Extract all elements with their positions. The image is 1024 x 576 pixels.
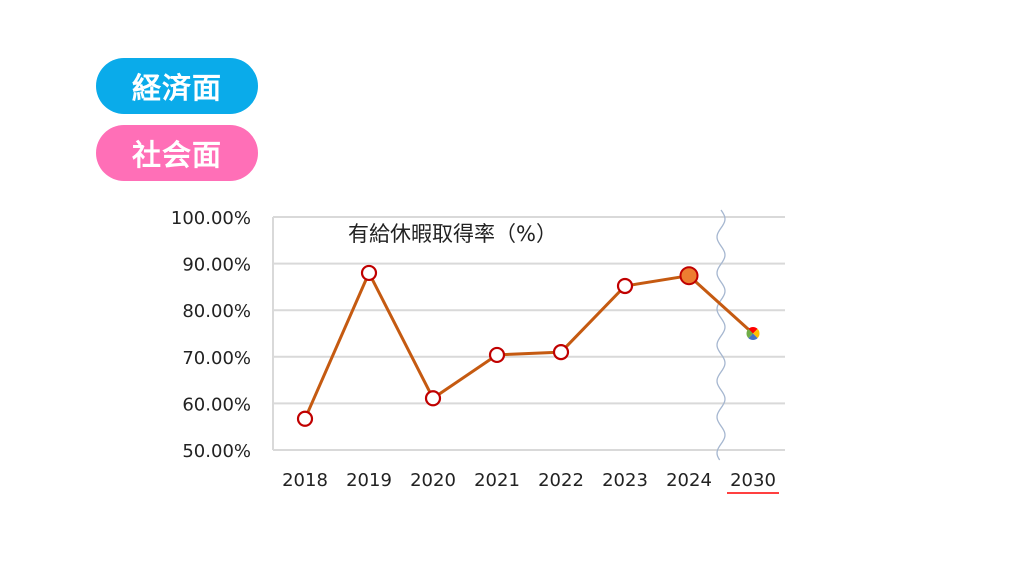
data-point — [424, 390, 442, 407]
chart-title: 有給休暇取得率（%） — [348, 222, 557, 246]
data-point — [552, 344, 570, 361]
data-point — [616, 277, 634, 295]
y-tick-label: 100.00% — [171, 208, 251, 229]
data-point — [488, 346, 506, 364]
x-tick-label: 2024 — [666, 470, 712, 491]
y-tick-label: 80.00% — [182, 301, 251, 322]
x-tick-label: 2019 — [346, 470, 392, 491]
target-point-segment — [748, 333, 758, 341]
x-tick-label: 2020 — [410, 470, 456, 491]
x-tick-label: 2030 — [730, 470, 776, 491]
x-tick-label: 2023 — [602, 470, 648, 491]
target-point-segment — [748, 326, 758, 334]
axis-break-line — [716, 209, 726, 461]
data-point — [360, 264, 378, 282]
y-tick-label: 60.00% — [182, 394, 251, 415]
y-tick-label: 50.00% — [182, 441, 251, 462]
y-tick-label: 90.00% — [182, 255, 251, 276]
data-point-current — [679, 266, 699, 286]
target-point-segment — [746, 328, 753, 339]
data-point-target — [746, 326, 760, 341]
y-tick-label: 70.00% — [182, 348, 251, 369]
social-tag: 社会面 — [96, 125, 258, 181]
x-tick-label: 2021 — [474, 470, 520, 491]
series-line — [303, 269, 755, 420]
x-tick-label: 2022 — [538, 470, 584, 491]
data-point — [296, 410, 314, 427]
economic-tag: 経済面 — [96, 58, 258, 114]
target-point-segment — [753, 328, 760, 339]
x-tick-label: 2018 — [282, 470, 328, 491]
